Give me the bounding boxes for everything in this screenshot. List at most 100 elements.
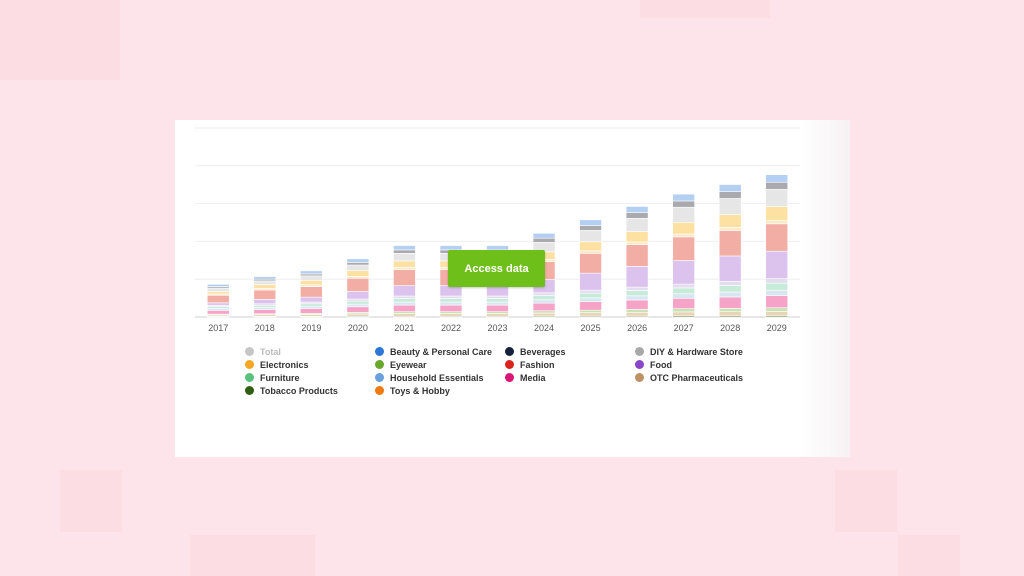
bar-segment	[206, 302, 230, 306]
bar-segment	[718, 285, 742, 293]
legend-label: Food	[650, 359, 672, 370]
x-tick-label: 2023	[487, 323, 507, 333]
bar-segment	[346, 262, 370, 266]
legend-item[interactable]: Eyewear	[375, 358, 427, 371]
bar-segment	[300, 308, 323, 314]
legend-dot-icon	[245, 347, 254, 356]
background-tile	[898, 535, 960, 576]
bar-segment	[672, 308, 695, 313]
bar-segment	[625, 290, 649, 297]
bar-segment	[672, 222, 695, 235]
bar-segment	[718, 255, 742, 282]
legend-item[interactable]: Fashion	[505, 358, 555, 371]
x-tick-label: 2025	[581, 323, 601, 333]
legend-dot-icon	[375, 347, 384, 356]
bar-segment	[579, 253, 602, 274]
legend-item[interactable]: Toys & Hobby	[375, 384, 450, 397]
bar-segment	[253, 284, 277, 289]
bar-segment	[393, 301, 416, 306]
bar-segment	[579, 297, 602, 302]
legend-label: Tobacco Products	[260, 385, 338, 396]
legend-dot-icon	[375, 373, 384, 382]
access-data-button[interactable]: Access data	[448, 250, 545, 287]
bar-segment	[672, 200, 695, 208]
x-tick-label: 2026	[627, 323, 647, 333]
bar-segment	[672, 206, 695, 223]
legend-item[interactable]: Electronics	[245, 358, 309, 371]
bar-segment	[253, 289, 277, 300]
bar-segment	[718, 291, 742, 298]
card-edge-fade	[800, 120, 850, 457]
bar-segment	[253, 309, 277, 315]
bar-segment	[625, 309, 649, 313]
bar-segment	[672, 233, 695, 238]
legend-dot-icon	[505, 373, 514, 382]
legend-item[interactable]: Total	[245, 345, 281, 358]
legend-dot-icon	[635, 360, 644, 369]
bar-segment	[300, 280, 323, 286]
bar-segment	[486, 298, 509, 303]
bar-segment	[765, 307, 789, 312]
bar-segment	[486, 304, 509, 313]
legend-label: OTC Pharmaceuticals	[650, 372, 744, 383]
legend-item[interactable]: Beauty & Personal Care	[375, 345, 492, 358]
bar-segment	[346, 300, 370, 305]
bar-segment	[300, 286, 323, 298]
bar-segment	[486, 301, 509, 306]
bar-segment	[532, 237, 556, 243]
x-tick-label: 2029	[767, 323, 787, 333]
legend-label: Household Essentials	[390, 372, 484, 383]
legend-item[interactable]: Household Essentials	[375, 371, 484, 384]
bar-segment	[718, 198, 742, 215]
legend-item[interactable]: Food	[635, 358, 672, 371]
x-tick-label: 2022	[441, 323, 461, 333]
bar-segment	[718, 184, 742, 192]
bar-segment	[672, 283, 695, 289]
bar-segment	[393, 260, 416, 268]
legend-dot-icon	[245, 386, 254, 395]
legend-item[interactable]: Tobacco Products	[245, 384, 338, 397]
legend-label: Media	[520, 372, 546, 383]
bar-segment	[439, 285, 463, 297]
bar-segment	[718, 230, 742, 257]
bar-segment	[625, 299, 649, 310]
bar-segment	[439, 245, 463, 251]
bar-segment	[718, 308, 742, 313]
bar-segment	[439, 304, 463, 313]
bar-segment	[625, 231, 649, 243]
bar-segment	[579, 289, 602, 294]
chart-card: 2017 2018 2019 2020 2021 2022 2023 2024 2025 2026…	[175, 120, 850, 457]
bar-segment	[300, 303, 323, 307]
x-tick-label: 2020	[348, 323, 368, 333]
bar-segment	[439, 298, 463, 303]
bar-segment	[718, 296, 742, 309]
bar-segment	[346, 313, 370, 317]
legend-label: Eyewear	[390, 359, 427, 370]
legend-item[interactable]: OTC Pharmaceuticals	[635, 371, 743, 384]
bar-segment	[625, 206, 649, 213]
legend-dot-icon	[375, 386, 384, 395]
x-tick-label: 2021	[394, 323, 414, 333]
bar-segment	[765, 189, 789, 207]
bar-segment	[486, 285, 509, 297]
bar-segment	[625, 311, 649, 317]
legend-item[interactable]: Furniture	[245, 371, 300, 384]
bar-segment	[346, 264, 370, 271]
legend-label: Toys & Hobby	[390, 385, 450, 396]
legend-dot-icon	[245, 373, 254, 382]
legend-item[interactable]: Media	[505, 371, 546, 384]
bar-segment	[300, 270, 323, 275]
bar-segment	[579, 250, 602, 254]
legend-item[interactable]: Beverages	[505, 345, 566, 358]
bar-segment	[672, 311, 695, 317]
x-tick-label: 2024	[534, 323, 554, 333]
bar-segment	[486, 313, 509, 317]
bar-segment	[765, 250, 789, 279]
legend-item[interactable]: DIY & Hardware Store	[635, 345, 743, 358]
legend-dot-icon	[245, 360, 254, 369]
bar-segment	[300, 275, 323, 281]
bar-segment	[579, 309, 602, 313]
bar-segment	[718, 191, 742, 199]
legend-label: DIY & Hardware Store	[650, 346, 743, 357]
x-tick-label: 2017	[208, 323, 228, 333]
